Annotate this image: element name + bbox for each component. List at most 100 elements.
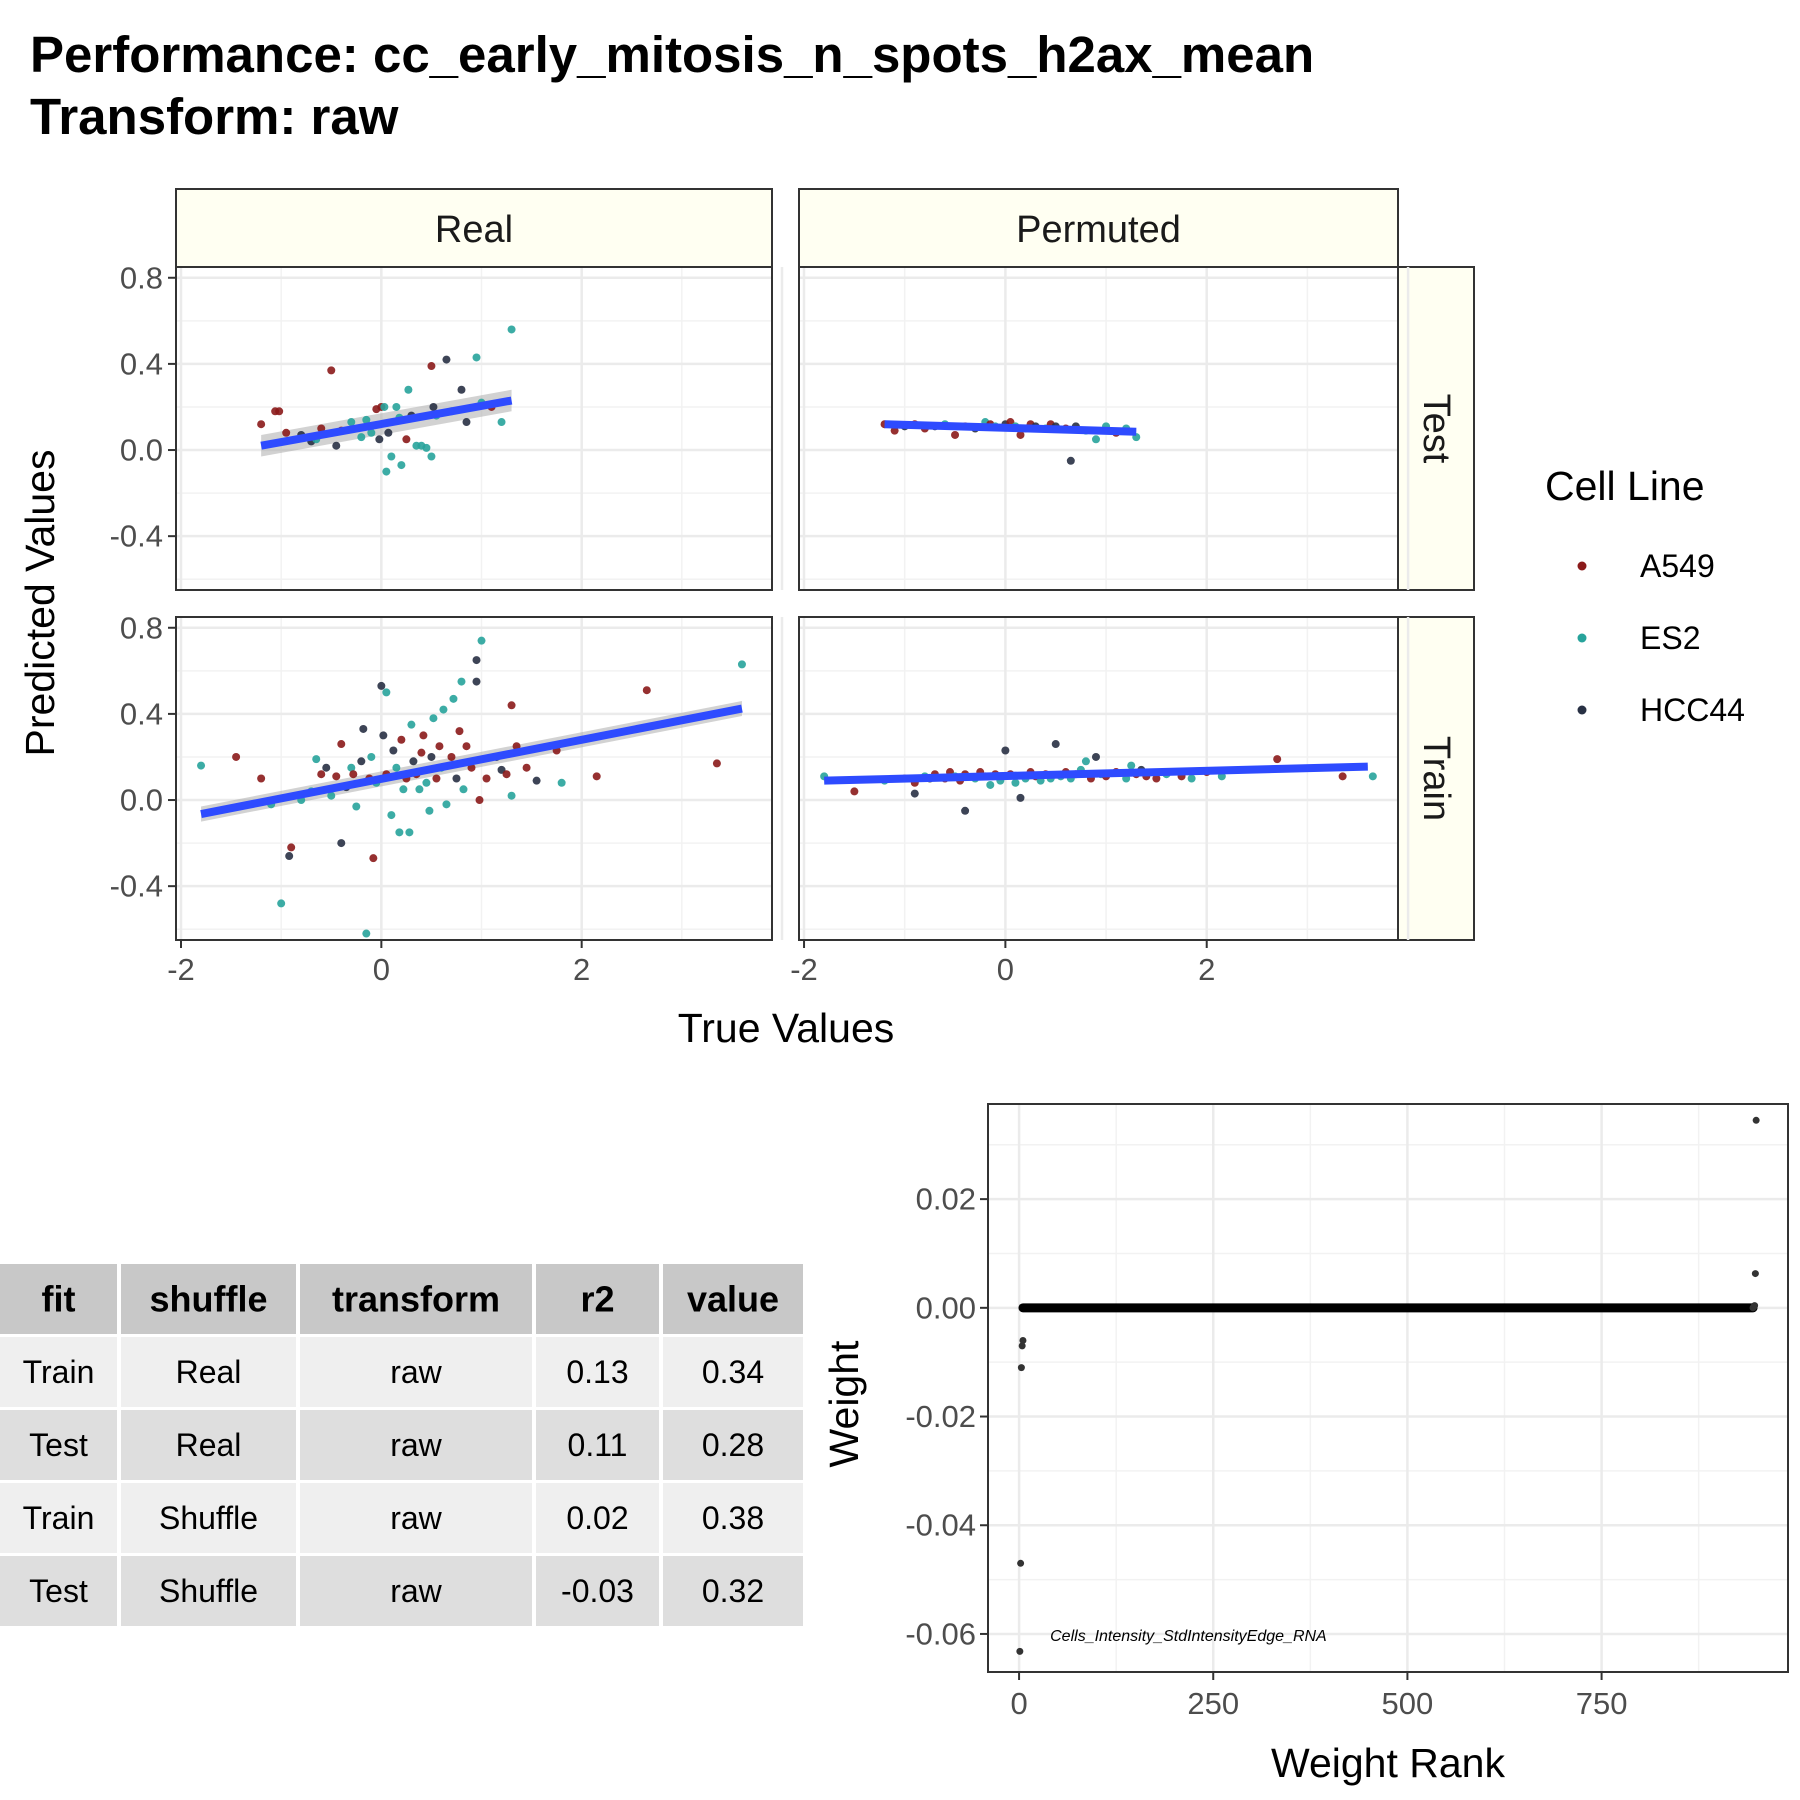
data-point-a549 bbox=[349, 770, 358, 779]
table-cell-text: -0.03 bbox=[561, 1573, 634, 1609]
table-cell bbox=[536, 1410, 659, 1480]
data-point-es2 bbox=[404, 385, 413, 394]
data-point-es2 bbox=[399, 785, 408, 794]
table-cell-text: Train bbox=[23, 1354, 95, 1390]
data-point-es2 bbox=[277, 899, 286, 908]
data-point-es2 bbox=[395, 828, 404, 837]
data-point-hcc44 bbox=[910, 789, 919, 798]
x-tick-label: -2 bbox=[167, 952, 195, 987]
data-point-a549 bbox=[1152, 774, 1161, 783]
y-tick-label: 0.4 bbox=[120, 696, 163, 731]
weight-point bbox=[1752, 1116, 1760, 1124]
data-point-es2 bbox=[472, 353, 481, 362]
data-point-a549 bbox=[327, 366, 336, 375]
legend-key-hcc44 bbox=[1577, 705, 1587, 715]
y-tick-label: -0.04 bbox=[905, 1508, 976, 1543]
facet-panel-real-train bbox=[175, 616, 784, 941]
data-point-a549 bbox=[427, 362, 436, 371]
x-tick-label: -2 bbox=[790, 952, 818, 987]
weight-panel-background bbox=[988, 1104, 1788, 1672]
y-tick-label: 0.02 bbox=[916, 1182, 976, 1217]
x-tick-label: 250 bbox=[1187, 1686, 1239, 1721]
title-line-1: Performance: cc_early_mitosis_n_spots_h2… bbox=[30, 26, 1314, 83]
metrics-table: fit shuffle transform r2 value Train Real raw 0.… bbox=[0, 1264, 803, 1626]
data-point-hcc44 bbox=[285, 852, 294, 861]
data-point-a549 bbox=[507, 701, 516, 710]
facet-strip-real bbox=[175, 188, 773, 268]
x-tick-label: 500 bbox=[1382, 1686, 1434, 1721]
data-point-hcc44 bbox=[332, 441, 341, 450]
table-cell-text: raw bbox=[390, 1354, 442, 1390]
data-point-es2 bbox=[427, 452, 436, 461]
facet-strip-label-real: Real bbox=[435, 209, 513, 251]
data-point-es2 bbox=[327, 791, 336, 800]
y-tick-label: -0.4 bbox=[110, 869, 163, 904]
data-point-es2 bbox=[347, 763, 356, 772]
data-point-es2 bbox=[380, 402, 389, 411]
data-point-hcc44 bbox=[457, 385, 466, 394]
facet-panel-permuted-test bbox=[798, 266, 1410, 591]
data-point-es2 bbox=[449, 694, 458, 703]
data-point-es2 bbox=[407, 720, 416, 729]
data-point-es2 bbox=[392, 763, 401, 772]
data-point-hcc44 bbox=[322, 763, 331, 772]
data-point-es2 bbox=[367, 752, 376, 761]
table-cell bbox=[536, 1556, 659, 1626]
facet-strip-train bbox=[1397, 616, 1475, 941]
legend-label-a549: A549 bbox=[1640, 548, 1715, 584]
legend-title: Cell Line bbox=[1545, 463, 1705, 509]
y-tick-label: 0.0 bbox=[120, 783, 163, 818]
data-point-es2 bbox=[507, 791, 516, 800]
data-point-hcc44 bbox=[429, 402, 438, 411]
table-cell-text: Test bbox=[29, 1427, 88, 1463]
table-cell-text: Real bbox=[176, 1354, 242, 1390]
data-point-hcc44 bbox=[389, 746, 398, 755]
table-cell bbox=[300, 1410, 532, 1480]
data-point-a549 bbox=[419, 731, 428, 740]
data-point-es2 bbox=[457, 677, 466, 686]
x-tick-label: 0 bbox=[1010, 1686, 1027, 1721]
data-point-es2 bbox=[422, 778, 431, 787]
x-tick-label: 2 bbox=[1198, 952, 1215, 987]
table-cell-text: 0.32 bbox=[702, 1573, 764, 1609]
weight-point bbox=[1751, 1270, 1759, 1278]
data-point-es2 bbox=[357, 433, 366, 442]
data-point-hcc44 bbox=[1016, 793, 1025, 802]
title-line-2: Transform: raw bbox=[30, 88, 399, 145]
data-point-a549 bbox=[642, 686, 651, 695]
data-point-es2 bbox=[1011, 778, 1020, 787]
data-point-a549 bbox=[369, 854, 378, 863]
x-tick-label: 0 bbox=[373, 952, 390, 987]
data-point-hcc44 bbox=[337, 839, 346, 848]
data-point-hcc44 bbox=[1001, 746, 1010, 755]
data-point-es2 bbox=[1091, 435, 1100, 444]
weight-rank-plot: Cells_Intensity_StdIntensityEdge_RNA -0.0… bbox=[905, 1103, 1789, 1721]
data-point-es2 bbox=[497, 418, 506, 427]
data-point-a549 bbox=[475, 796, 484, 805]
table-cell-text: raw bbox=[390, 1573, 442, 1609]
table-header-fit: fit bbox=[42, 1279, 76, 1320]
data-point-hcc44 bbox=[462, 418, 471, 427]
data-point-a549 bbox=[482, 774, 491, 783]
table-cell-text: 0.02 bbox=[566, 1500, 628, 1536]
data-point-a549 bbox=[502, 770, 511, 779]
panel-background bbox=[176, 267, 772, 590]
y-tick-label: 0.4 bbox=[120, 346, 163, 381]
facet-panel-real-test bbox=[175, 266, 784, 591]
legend-key-es2 bbox=[1577, 633, 1587, 643]
data-point-es2 bbox=[382, 467, 391, 476]
table-cell bbox=[121, 1410, 296, 1480]
weight-point bbox=[1019, 1336, 1027, 1344]
weight-point bbox=[1017, 1364, 1025, 1372]
panel-border bbox=[175, 616, 773, 941]
data-point-a549 bbox=[257, 420, 266, 429]
data-point-hcc44 bbox=[442, 355, 451, 364]
y-tick-label: -0.4 bbox=[110, 519, 163, 554]
data-point-a549 bbox=[1016, 430, 1025, 439]
panel-border bbox=[175, 266, 773, 591]
facet-y-axis-label: Predicted Values bbox=[17, 450, 63, 757]
y-tick-label: 0.8 bbox=[120, 610, 163, 645]
data-point-a549 bbox=[712, 759, 721, 768]
data-point-hcc44 bbox=[427, 752, 436, 761]
data-point-hcc44 bbox=[379, 731, 388, 740]
